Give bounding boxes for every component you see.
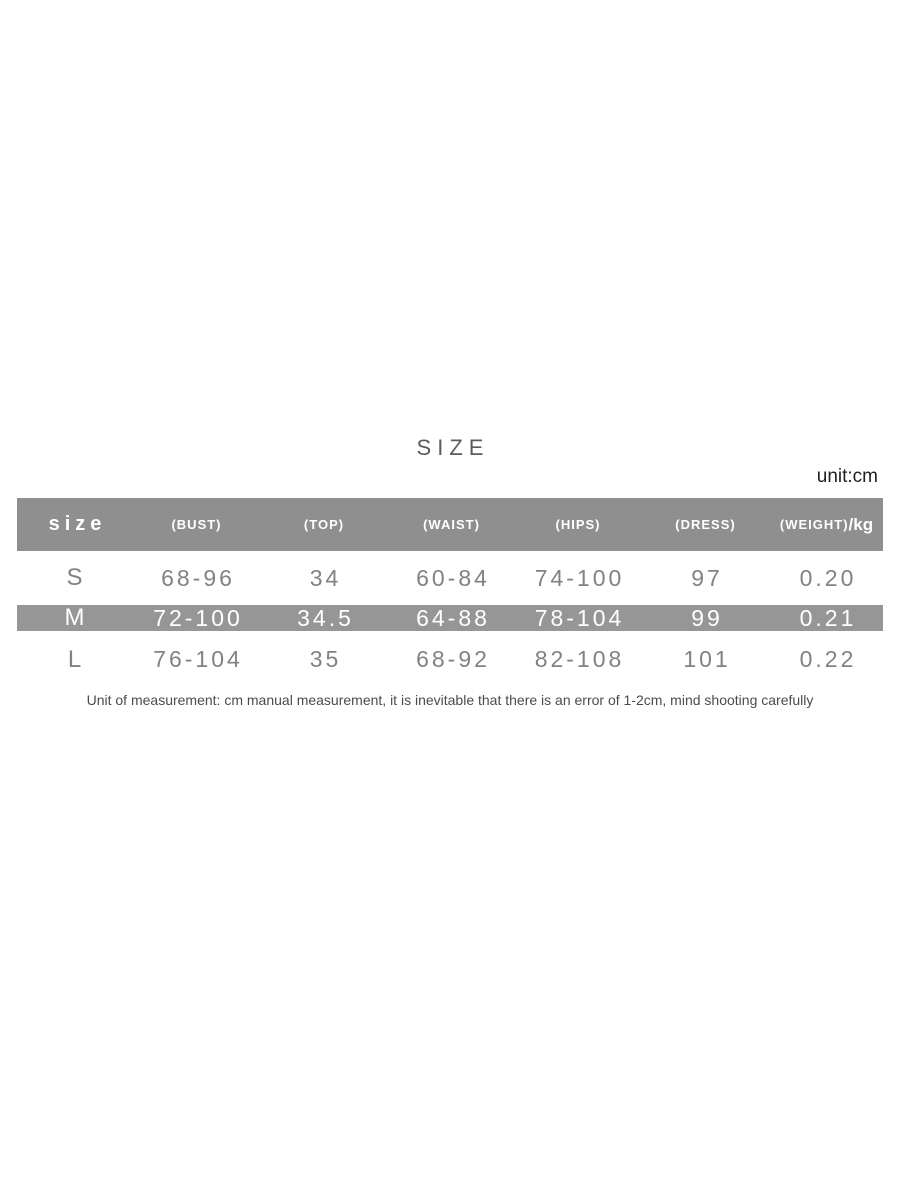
cell-l-waist: 68-92 xyxy=(416,646,490,672)
cell-s-top: 34 xyxy=(309,564,342,591)
cell-l-dress: 101 xyxy=(683,646,731,672)
cell-l-top: 35 xyxy=(309,646,342,672)
header-cell-weight: (WEIGHT)/kg xyxy=(770,515,883,535)
cell-m-dress: 99 xyxy=(691,604,723,631)
header-cell-waist: (WAIST) xyxy=(423,517,480,532)
cell-s-hips: 74-100 xyxy=(534,564,625,591)
header-cell-hips: (HIPS) xyxy=(555,517,601,532)
cell-m-bust: 72-100 xyxy=(153,604,243,631)
header-cell-top: (TOP) xyxy=(303,517,345,532)
cell-s-bust: 68-96 xyxy=(161,564,235,591)
table-row-s: S 68-96 34 60-84 74-100 97 0.20 xyxy=(17,551,883,605)
table-row-m-highlighted: M 72-100 34.5 64-88 78-104 99 0.21 xyxy=(17,605,883,631)
cell-s-size: S xyxy=(66,564,84,591)
table-row-l: L 76-104 35 68-92 82-108 101 0.22 xyxy=(17,631,883,688)
size-table: size (BUST) (TOP) (WAIST) (HIPS) (DRESS)… xyxy=(17,498,883,688)
header-cell-bust: (BUST) xyxy=(171,517,222,532)
header-cell-dress: (DRESS) xyxy=(675,517,736,532)
cell-m-waist: 64-88 xyxy=(416,604,490,631)
header-weight-label: (WEIGHT) xyxy=(779,516,849,532)
cell-s-weight: 0.20 xyxy=(799,564,857,591)
unit-label: unit:cm xyxy=(816,466,878,487)
cell-m-hips: 78-104 xyxy=(534,604,625,631)
cell-l-hips: 82-108 xyxy=(534,646,625,672)
cell-s-dress: 97 xyxy=(691,564,723,591)
header-cell-size: size xyxy=(48,513,107,535)
page-title: SIZE xyxy=(416,435,490,460)
cell-m-size: M xyxy=(64,604,86,631)
measurement-disclaimer: Unit of measurement: cm manual measureme… xyxy=(86,692,814,708)
cell-m-weight: 0.21 xyxy=(799,604,857,631)
cell-l-bust: 76-104 xyxy=(153,646,243,672)
cell-l-weight: 0.22 xyxy=(799,646,857,672)
cell-m-top: 34.5 xyxy=(297,604,354,631)
table-header-row: size (BUST) (TOP) (WAIST) (HIPS) (DRESS)… xyxy=(17,498,883,551)
cell-l-size: L xyxy=(67,645,83,673)
cell-s-waist: 60-84 xyxy=(416,564,490,591)
header-weight-suffix: /kg xyxy=(848,514,874,534)
